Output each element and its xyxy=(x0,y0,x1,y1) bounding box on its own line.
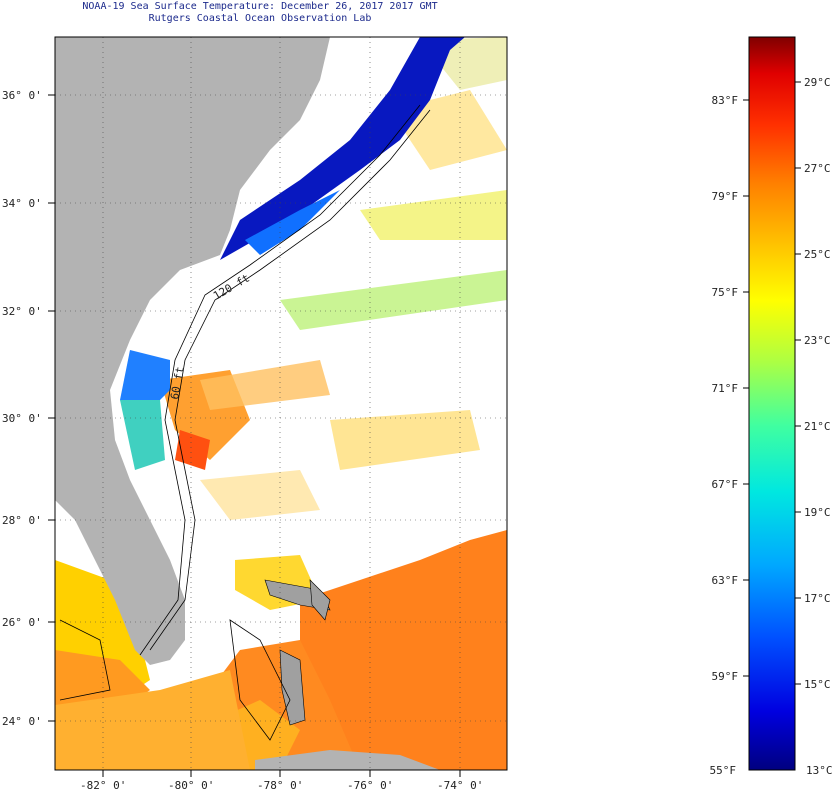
sst-patch xyxy=(200,360,330,410)
bank-contour xyxy=(229,619,291,741)
frame-ticks xyxy=(48,94,461,777)
colorbar-f-label: 75°F xyxy=(712,286,739,299)
colorbar-c-label: 17°C xyxy=(804,592,831,605)
lat-label: 32° 0' xyxy=(2,305,42,318)
sst-patch xyxy=(200,470,320,520)
colorbar-f-label: 83°F xyxy=(712,94,739,107)
gulf-contour xyxy=(59,619,111,701)
sst-patch xyxy=(330,410,480,470)
lat-label: 34° 0' xyxy=(2,197,42,210)
us-land xyxy=(55,37,330,665)
colorbar-c-label: 13°C xyxy=(806,764,832,777)
isobath-60ft xyxy=(139,104,421,656)
cold-coastal-water xyxy=(220,37,465,260)
sst-band-green xyxy=(280,270,507,330)
lat-label: 24° 0' xyxy=(2,715,42,728)
florida-strait-water xyxy=(55,670,250,770)
colorbar-f-label: 67°F xyxy=(712,478,739,491)
colorbar-c-label: 29°C xyxy=(804,76,831,89)
colorbar-c-label: 19°C xyxy=(804,506,831,519)
map-grid xyxy=(55,37,507,770)
coastal-water-cyan xyxy=(120,400,165,470)
lat-label: 26° 0' xyxy=(2,616,42,629)
colorbar-f-label: 79°F xyxy=(712,190,739,203)
colorbar-c-label: 23°C xyxy=(804,334,831,347)
lat-label: 36° 0' xyxy=(2,89,42,102)
isobath-120ft xyxy=(149,109,431,651)
warm-water-region xyxy=(300,530,507,770)
lon-label: -80° 0' xyxy=(168,779,214,792)
colorbar-f-label: 59°F xyxy=(712,670,739,683)
map-subtitle: Rutgers Coastal Ocean Observation Lab xyxy=(148,13,372,24)
lat-label: 28° 0' xyxy=(2,514,42,527)
colorbar-c-label: 25°C xyxy=(804,248,831,261)
colorbar-c-label: 27°C xyxy=(804,162,831,175)
abaco-island xyxy=(309,579,331,621)
sst-band-yellow xyxy=(360,190,507,240)
colorbar-ticks xyxy=(743,81,801,685)
temperature-colorbar xyxy=(748,36,796,771)
map-title: NOAA-19 Sea Surface Temperature: Decembe… xyxy=(82,1,438,12)
cold-coastal-water-light xyxy=(245,190,340,255)
map-frame xyxy=(54,36,508,771)
lon-label: -76° 0' xyxy=(347,779,393,792)
colorbar-c-label: 15°C xyxy=(804,678,831,691)
lon-label: -82° 0' xyxy=(80,779,126,792)
colorbar-c-label: 21°C xyxy=(804,420,831,433)
colorbar-f-label: 63°F xyxy=(712,574,739,587)
cuba-land xyxy=(255,750,440,770)
sst-patch-warm xyxy=(175,430,210,470)
colorbar-f-label: 55°F xyxy=(710,764,737,777)
lon-label: -74° 0' xyxy=(437,779,483,792)
colorbar-f-label: 71°F xyxy=(712,382,739,395)
lat-label: 30° 0' xyxy=(2,412,42,425)
contour-label-60ft: 60 ft xyxy=(168,366,187,401)
lon-label: -78° 0' xyxy=(257,779,303,792)
